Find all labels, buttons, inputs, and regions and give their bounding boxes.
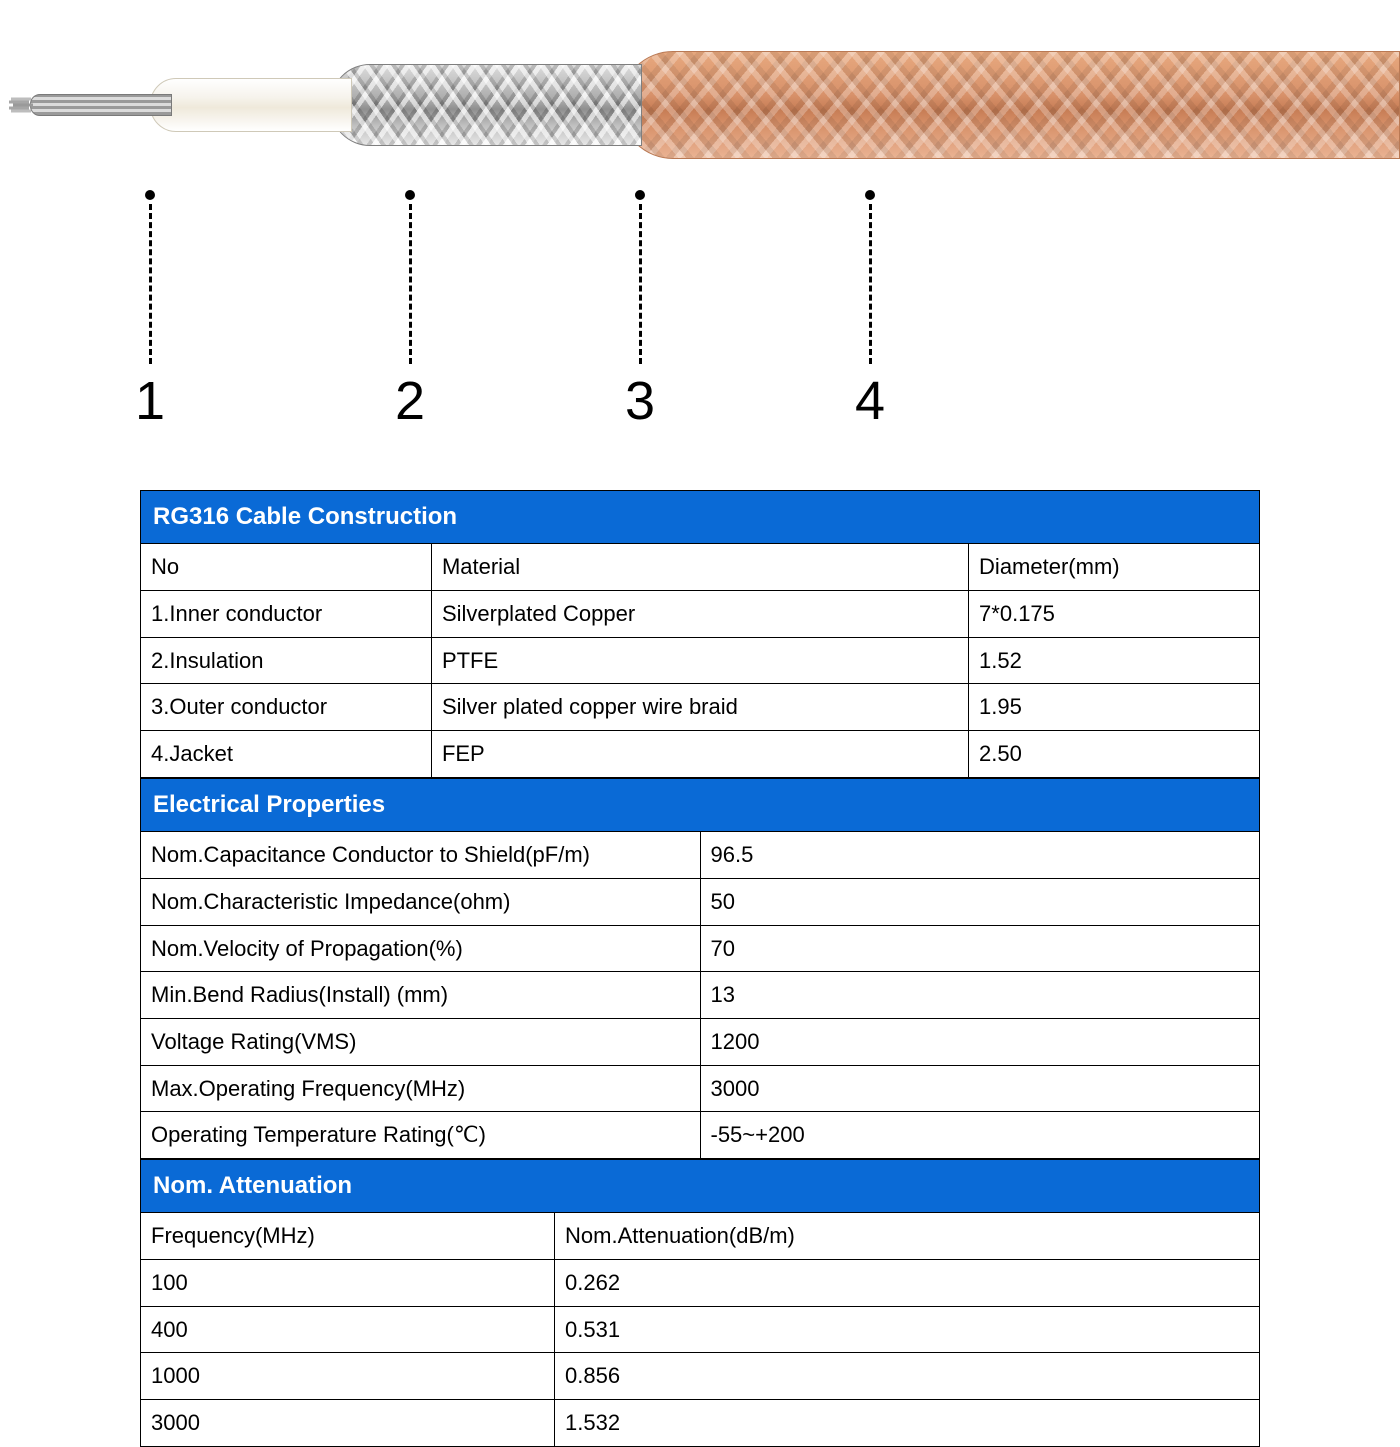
table-row: Nom.Capacitance Conductor to Shield(pF/m… [141,832,1260,879]
table-row: 4.JacketFEP2.50 [141,731,1260,778]
cell: 1000 [141,1353,555,1400]
cell: 13 [700,972,1260,1019]
cell: 100 [141,1260,555,1307]
cell: 1.Inner conductor [141,591,432,638]
cell: 2.Insulation [141,637,432,684]
callout-dot [865,190,875,200]
table-row: Max.Operating Frequency(MHz)3000 [141,1065,1260,1112]
table-construction: RG316 Cable Construction No Material Dia… [140,490,1260,778]
cell: Nom.Velocity of Propagation(%) [141,925,701,972]
table-electrical-title: Electrical Properties [141,778,1260,831]
col-header: No [141,544,432,591]
table-attenuation-title: Nom. Attenuation [141,1160,1260,1213]
callout-group: 1 2 3 4 [0,190,1400,450]
table-row: Voltage Rating(VMS)1200 [141,1018,1260,1065]
cell: Nom.Capacitance Conductor to Shield(pF/m… [141,832,701,879]
callout-number: 2 [390,374,430,428]
callout-leader [869,204,872,364]
table-row: Frequency(MHz) Nom.Attenuation(dB/m) [141,1213,1260,1260]
callout-number: 3 [620,374,660,428]
cell: 2.50 [969,731,1260,778]
cable-layer-insulation [150,78,352,132]
cell: 1200 [700,1018,1260,1065]
callout-dot [405,190,415,200]
callout: 3 [620,190,660,428]
cell: 0.531 [555,1306,1260,1353]
cell: Silverplated Copper [431,591,968,638]
callout-number: 4 [850,374,890,428]
callout: 4 [850,190,890,428]
cell: 1.52 [969,637,1260,684]
cell: Nom.Characteristic Impedance(ohm) [141,878,701,925]
col-header: Nom.Attenuation(dB/m) [555,1213,1260,1260]
page: 1 2 3 4 RG316 Cable Construction No Materia… [0,0,1400,1400]
cell: 400 [141,1306,555,1353]
cell: FEP [431,731,968,778]
cell: Voltage Rating(VMS) [141,1018,701,1065]
col-header: Diameter(mm) [969,544,1260,591]
table-construction-title: RG316 Cable Construction [141,491,1260,544]
cable-diagram [0,30,1400,180]
table-row: 1000.262 [141,1260,1260,1307]
table-row: Operating Temperature Rating(℃)-55~+200 [141,1112,1260,1159]
table-row: 3.Outer conductorSilver plated copper wi… [141,684,1260,731]
cell: 0.262 [555,1260,1260,1307]
cell: Min.Bend Radius(Install) (mm) [141,972,701,1019]
callout-number: 1 [130,374,170,428]
callout-leader [639,204,642,364]
cell: 7*0.175 [969,591,1260,638]
table-row: 4000.531 [141,1306,1260,1353]
cell: 1.532 [555,1400,1260,1447]
cable-layer-conductor [30,94,172,116]
callout-leader [409,204,412,364]
table-row: 2.InsulationPTFE1.52 [141,637,1260,684]
table-electrical: Electrical Properties Nom.Capacitance Co… [140,778,1260,1159]
table-row: 30001.532 [141,1400,1260,1447]
cell: 70 [700,925,1260,972]
cell: 1.95 [969,684,1260,731]
cell: 96.5 [700,832,1260,879]
cell: 50 [700,878,1260,925]
cable-layer-braid [330,64,642,146]
callout: 1 [130,190,170,428]
cell: 0.856 [555,1353,1260,1400]
table-attenuation: Nom. Attenuation Frequency(MHz) Nom.Atte… [140,1159,1260,1447]
callout-leader [149,204,152,364]
table-row: 1.Inner conductorSilverplated Copper7*0.… [141,591,1260,638]
table-row: Min.Bend Radius(Install) (mm)13 [141,972,1260,1019]
callout-dot [145,190,155,200]
callout-dot [635,190,645,200]
cell: 3.Outer conductor [141,684,432,731]
cell: 3000 [141,1400,555,1447]
table-row: Nom.Characteristic Impedance(ohm)50 [141,878,1260,925]
table-row: 10000.856 [141,1353,1260,1400]
cell: Max.Operating Frequency(MHz) [141,1065,701,1112]
cell: Operating Temperature Rating(℃) [141,1112,701,1159]
cell: 4.Jacket [141,731,432,778]
cell: Silver plated copper wire braid [431,684,968,731]
cell: -55~+200 [700,1112,1260,1159]
cell: 3000 [700,1065,1260,1112]
col-header: Material [431,544,968,591]
cell: PTFE [431,637,968,684]
callout: 2 [390,190,430,428]
table-row: No Material Diameter(mm) [141,544,1260,591]
col-header: Frequency(MHz) [141,1213,555,1260]
spec-tables: RG316 Cable Construction No Material Dia… [140,490,1260,1447]
table-row: Nom.Velocity of Propagation(%)70 [141,925,1260,972]
cable-layer-jacket [620,51,1400,159]
